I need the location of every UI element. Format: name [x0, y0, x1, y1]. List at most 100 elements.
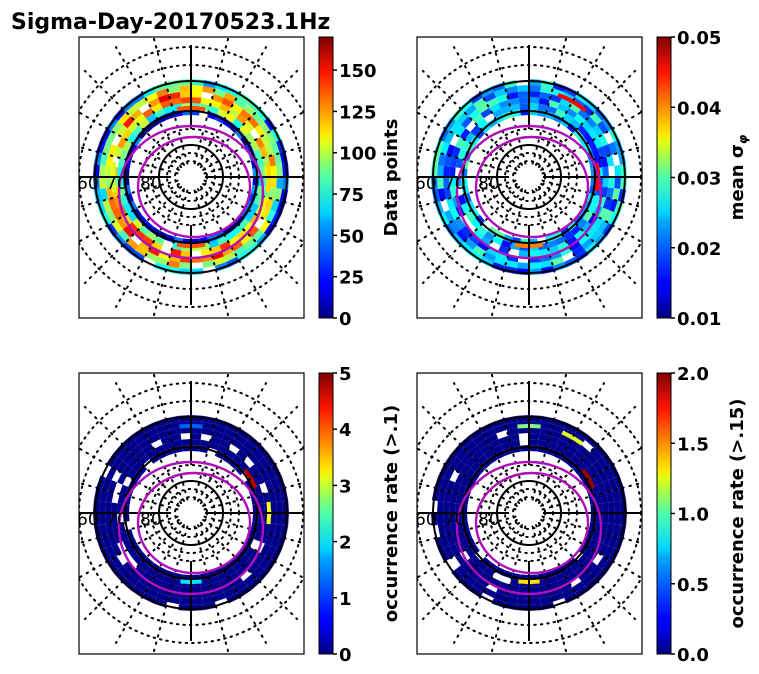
heatmap-bin — [225, 230, 237, 242]
heatmap-bin — [111, 220, 123, 234]
heatmap-bin — [445, 533, 456, 546]
colorbar-gradient — [656, 372, 672, 655]
heatmap-bin — [606, 523, 615, 536]
auroral-oval-equatorward — [455, 460, 603, 596]
heatmap-bin — [217, 108, 228, 119]
heatmap-bin — [518, 586, 529, 593]
heatmap-bin — [170, 97, 182, 106]
heatmap-bin — [219, 577, 231, 587]
colorbar-tick-label: 150 — [339, 61, 377, 82]
colorbar: 0 25 50 75 100 125 150 Data points — [318, 36, 402, 330]
heatmap-bin — [202, 85, 215, 94]
heatmap-bin — [111, 543, 122, 556]
heatmap-bin — [498, 245, 510, 255]
heatmap-bin — [449, 120, 461, 134]
heatmap-bin — [598, 207, 609, 220]
heatmap-bin — [243, 104, 257, 117]
heatmap-bin — [483, 566, 495, 578]
grid-radial-dotted — [490, 37, 527, 165]
heatmap-bin — [449, 502, 456, 513]
heatmap-bin — [472, 245, 486, 257]
grid-radial-dotted — [79, 515, 179, 545]
heatmap-bin — [566, 571, 578, 583]
heatmap-bin — [251, 565, 264, 579]
heatmap-bin — [116, 124, 128, 137]
heatmap-bin — [117, 493, 126, 505]
heatmap-bin — [155, 88, 169, 98]
latitude-label: 60 — [415, 174, 437, 194]
heatmap-bin — [105, 165, 112, 177]
heatmap-bin — [99, 164, 106, 177]
heatmap-bin — [602, 197, 613, 210]
heatmap-bin — [151, 577, 163, 587]
grid-radial-dotted — [115, 46, 185, 166]
heatmap-bin — [489, 439, 501, 449]
heatmap-bin — [217, 235, 228, 246]
heatmap-bin — [253, 148, 263, 160]
heatmap-bin — [102, 477, 112, 491]
heatmap-bin — [600, 186, 609, 198]
heatmap-bin — [581, 222, 593, 234]
grid-radial-dotted — [537, 405, 637, 505]
heatmap-bin — [105, 513, 112, 525]
heatmap-bin — [142, 235, 154, 247]
heatmap-bin — [468, 108, 481, 121]
heatmap-bin — [158, 93, 171, 104]
heatmap-bin — [589, 447, 602, 461]
heatmap-bin — [440, 141, 450, 155]
heatmap-bin — [493, 88, 507, 98]
heatmap-bin — [472, 113, 484, 125]
heatmap-bin — [587, 128, 599, 140]
colorbar-tick-label: 0 — [339, 645, 352, 666]
heatmap-bin — [134, 113, 146, 125]
heatmap-bin — [191, 598, 204, 605]
grid-radial-dotted — [115, 524, 185, 644]
heatmap-bin — [105, 154, 114, 167]
heatmap-bin — [221, 582, 234, 593]
heatmap-bin — [154, 444, 165, 455]
heatmap-bin — [232, 118, 244, 129]
grid-radial-dotted — [79, 145, 179, 175]
heatmap-bin — [155, 424, 169, 434]
heatmap-bin — [454, 217, 466, 230]
heatmap-bin — [608, 501, 615, 513]
heatmap-bin — [483, 587, 497, 598]
heatmap-bin — [259, 120, 271, 134]
heatmap-bin — [455, 157, 464, 169]
heatmap-bin — [456, 111, 469, 125]
heatmap-bin — [145, 587, 159, 598]
heatmap-bin — [126, 467, 138, 479]
heatmap-bin — [234, 581, 248, 593]
heatmap-bin — [557, 103, 569, 113]
heatmap-bin — [236, 449, 248, 461]
heatmap-bin — [116, 460, 128, 473]
grid-radial-dotted — [203, 179, 304, 209]
heatmap-bin — [606, 154, 615, 167]
colorbar-tick-label: 1 — [339, 589, 352, 610]
heatmap-bin — [516, 598, 529, 605]
heatmap-bin — [121, 128, 133, 140]
heatmap-bin — [537, 578, 549, 587]
heatmap-bin — [455, 137, 465, 149]
heatmap-bin — [219, 439, 231, 449]
heatmap-bin — [243, 222, 255, 234]
heatmap-bin — [587, 140, 598, 151]
heatmap-bin — [483, 230, 495, 242]
grid-radial-dotted — [203, 481, 304, 511]
heatmap-bin — [138, 118, 150, 129]
heatmap-bin — [127, 456, 139, 468]
heatmap-bin — [506, 427, 519, 436]
heatmap-highlight-bin — [585, 474, 596, 489]
heatmap-bin — [249, 140, 260, 151]
heatmap-bin — [239, 218, 250, 230]
colorbar-gradient — [318, 36, 334, 319]
heatmap-bin — [253, 194, 263, 206]
heatmap-bin — [255, 473, 265, 485]
heatmap-bin — [592, 217, 604, 230]
heatmap-bin — [506, 91, 519, 100]
grid-radial-dotted — [540, 110, 642, 171]
auroral-oval-equatorward — [117, 460, 265, 596]
heatmap-bin — [581, 456, 593, 468]
heatmap-bin — [167, 85, 180, 94]
heatmap-bin — [255, 137, 265, 149]
